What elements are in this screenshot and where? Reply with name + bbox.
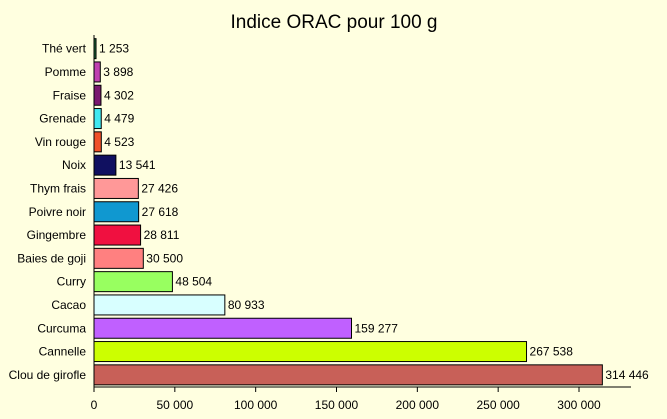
- category-label: Gingembre: [27, 228, 87, 242]
- bar: [93, 61, 101, 83]
- category-label: Thym frais: [30, 181, 86, 195]
- axes: 0 50 000 100 000 150 000 200 000 250 000 300 0…: [91, 35, 631, 412]
- value-label: 13 541: [119, 158, 156, 172]
- bar: [93, 247, 144, 269]
- value-label: 1 253: [99, 42, 129, 56]
- value-label: 159 277: [354, 321, 398, 335]
- x-tick-label: 300 000: [557, 398, 601, 412]
- value-label: 267 538: [530, 345, 574, 359]
- category-label: Cacao: [51, 298, 86, 312]
- value-label: 3 898: [103, 65, 133, 79]
- bar: [93, 294, 226, 316]
- value-label: 28 811: [144, 228, 180, 242]
- category-label: Clou de girofle: [9, 368, 87, 382]
- category-label: Vin rouge: [35, 135, 86, 149]
- x-tick-label: 200 000: [396, 398, 440, 412]
- x-tick-label: 50 000: [156, 398, 193, 412]
- category-label: Fraise: [53, 88, 87, 102]
- category-label: Pomme: [45, 65, 87, 79]
- bars: [93, 38, 603, 386]
- category-label: Cannelle: [39, 345, 87, 359]
- value-label: 48 504: [175, 275, 212, 289]
- bar: [93, 108, 102, 130]
- bar: [93, 154, 117, 176]
- chart-title: Indice ORAC pour 100 g: [230, 12, 437, 33]
- category-label: Curry: [57, 275, 86, 289]
- category-label: Baies de goji: [17, 251, 86, 265]
- category-label: Noix: [62, 158, 86, 172]
- bar: [93, 341, 528, 363]
- bar: [93, 201, 140, 223]
- value-labels: 1 253 3 898 4 302 4 479 4 523 13 541 27 426 27 …: [99, 42, 649, 382]
- bar: [93, 84, 102, 106]
- category-label: Grenade: [39, 112, 86, 126]
- category-label: Poivre noir: [29, 205, 86, 219]
- value-label: 27 618: [142, 205, 179, 219]
- category-label: Thé vert: [42, 42, 87, 56]
- bar: [93, 364, 603, 386]
- value-label: 4 523: [104, 135, 134, 149]
- x-tick-label: 150 000: [315, 398, 359, 412]
- x-tick-label: 100 000: [234, 398, 278, 412]
- value-label: 4 302: [104, 88, 134, 102]
- value-label: 4 479: [104, 112, 134, 126]
- bar: [93, 224, 142, 246]
- x-tick-label: 0: [91, 398, 98, 412]
- value-label: 27 426: [141, 181, 178, 195]
- bar: [93, 131, 102, 153]
- bar: [93, 317, 352, 339]
- bar: [93, 271, 173, 293]
- value-label: 80 933: [228, 298, 265, 312]
- x-tick-label: 250 000: [476, 398, 520, 412]
- category-label: Curcuma: [37, 321, 86, 335]
- value-label: 30 500: [146, 251, 183, 265]
- value-label: 314 446: [605, 368, 649, 382]
- category-labels: Thé vert Pomme Fraise Grenade Vin rouge Noix T…: [9, 42, 87, 382]
- bar: [93, 177, 139, 199]
